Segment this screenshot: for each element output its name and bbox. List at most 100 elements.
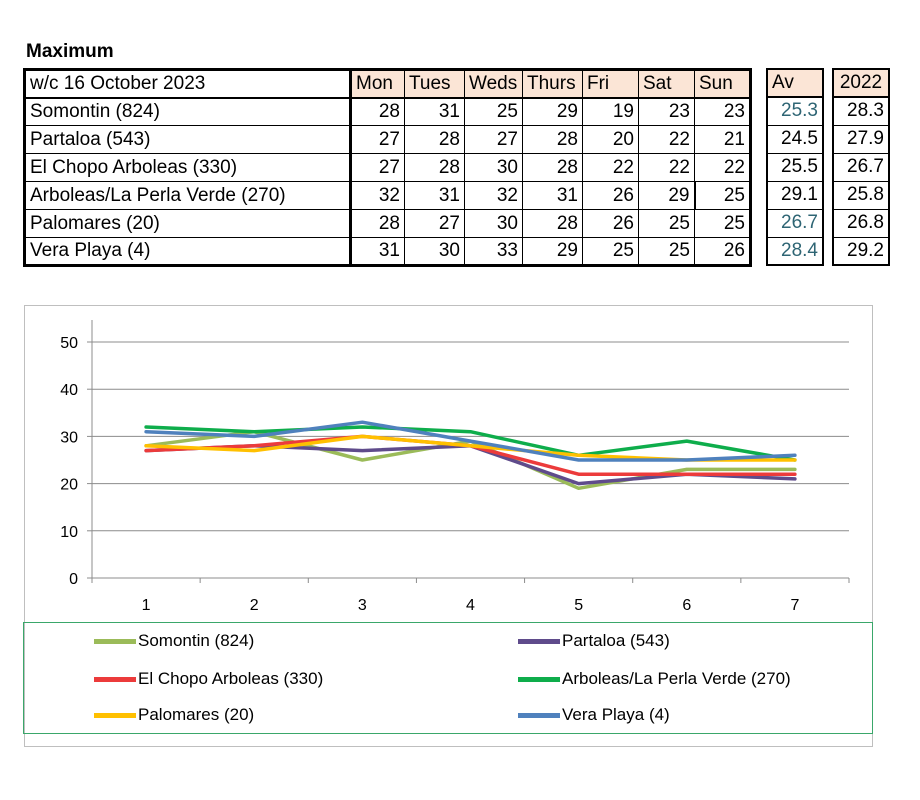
temp-cell: 32 (464, 181, 523, 210)
temp-cell: 27 (404, 209, 465, 238)
table-row: Somontin (824) 28 31 25 29 19 23 23 (24, 97, 751, 126)
average-cell: 28.4 (766, 236, 824, 266)
y-tick-label: 40 (60, 382, 78, 399)
temp-cell: 28 (350, 97, 405, 126)
previous-year-cell: 29.2 (832, 236, 890, 266)
legend-label: Arboleas/La Perla Verde (270) (562, 669, 791, 688)
table-row: Vera Playa (4) 31 30 33 29 25 25 26 (24, 237, 751, 266)
previous-year-cell: 26.8 (832, 208, 890, 238)
chart-plot: 0 10 20 30 40 50 1 2 3 4 5 6 7 (60, 320, 850, 614)
x-tick-label: 3 (358, 597, 367, 614)
average-cell: 25.5 (766, 152, 824, 182)
day-header-tues: Tues (404, 69, 465, 99)
average-cell: 29.1 (766, 180, 824, 210)
y-tick-label: 30 (60, 429, 78, 446)
temp-cell: 22 (638, 125, 695, 154)
temp-cell: 28 (522, 153, 583, 182)
table-row: El Chopo Arboleas (330) 27 28 30 28 22 22 22 (24, 153, 751, 182)
previous-year-cell: 27.9 (832, 124, 890, 154)
temp-cell: 27 (350, 153, 405, 182)
temp-cell: 23 (694, 97, 751, 126)
table-header-row: w/c 16 October 2023 Mon Tues Weds Thurs … (24, 69, 751, 99)
y-tick-label: 0 (69, 571, 78, 588)
temp-cell: 27 (464, 125, 523, 154)
x-tick-label: 7 (790, 597, 799, 614)
x-tick-label: 4 (466, 597, 475, 614)
legend-label: Partaloa (543) (562, 631, 670, 650)
temp-cell: 31 (522, 181, 583, 210)
temp-cell: 28 (404, 125, 465, 154)
temp-cell: 21 (694, 125, 751, 154)
temp-cell: 22 (582, 153, 639, 182)
page-heading: Maximum (26, 41, 114, 62)
temp-cell: 29 (522, 237, 583, 266)
y-tick-label: 50 (60, 335, 78, 352)
temp-cell: 26 (582, 181, 639, 210)
temp-cell: 23 (638, 97, 695, 126)
temp-cell: 28 (404, 153, 465, 182)
temp-cell: 25 (638, 237, 695, 266)
temp-cell: 28 (522, 125, 583, 154)
temp-cell: 25 (693, 181, 751, 210)
temp-cell: 33 (464, 237, 523, 266)
temp-cell: 28 (522, 209, 583, 238)
temp-cell: 31 (404, 181, 465, 210)
table-row: Palomares (20) 28 27 30 28 26 25 25 (24, 209, 751, 238)
day-header-sun: Sun (694, 69, 751, 99)
temp-cell: 28 (350, 209, 405, 238)
legend-swatch (94, 676, 136, 682)
temp-cell: 32 (350, 181, 405, 210)
temp-cell: 26 (582, 209, 639, 238)
day-header-sat: Sat (638, 69, 695, 99)
legend-item: Arboleas/La Perla Verde (270) (518, 669, 791, 689)
legend-swatch (518, 638, 560, 644)
legend-label: Vera Playa (4) (562, 705, 670, 724)
legend-swatch (94, 712, 136, 718)
temp-cell: 29 (522, 97, 583, 126)
previous-year-header: 2022 (832, 68, 890, 98)
temp-cell: 22 (694, 153, 751, 182)
chart-legend: Somontin (824) Partaloa (543) El Chopo Arb… (23, 622, 873, 734)
temp-cell: 20 (582, 125, 639, 154)
previous-year-cell: 26.7 (832, 152, 890, 182)
station-name: Somontin (824) (24, 97, 352, 126)
station-name: El Chopo Arboleas (330) (24, 153, 352, 182)
x-tick-label: 6 (682, 597, 691, 614)
station-name: Arboleas/La Perla Verde (270) (24, 181, 352, 210)
average-cell: 26.7 (766, 208, 824, 238)
x-tick-label: 1 (142, 597, 151, 614)
previous-year-cell: 25.8 (832, 180, 890, 210)
station-name: Palomares (20) (24, 209, 352, 238)
station-name: Vera Playa (4) (24, 237, 352, 266)
previous-year-cell: 28.3 (832, 96, 890, 126)
y-tick-label: 20 (60, 477, 78, 494)
temp-cell: 26 (694, 237, 751, 266)
legend-label: Palomares (20) (138, 705, 255, 724)
temp-cell: 25 (694, 209, 751, 238)
temp-cell: 29 (638, 181, 695, 210)
table-row: Partaloa (543) 27 28 27 28 20 22 21 (24, 125, 751, 154)
legend-item: Vera Playa (4) (518, 705, 670, 725)
legend-label: El Chopo Arboleas (330) (138, 669, 324, 688)
temp-cell: 25 (582, 237, 639, 266)
legend-item: Partaloa (543) (518, 631, 670, 651)
x-tick-label: 2 (250, 597, 259, 614)
temp-cell: 30 (464, 209, 523, 238)
table-row: Arboleas/La Perla Verde (270) 32 31 32 31 26 2… (24, 181, 751, 210)
x-tick-label: 5 (574, 597, 583, 614)
day-header-thurs: Thurs (522, 69, 583, 99)
average-cell: 25.3 (766, 96, 824, 126)
day-header-weds: Weds (464, 69, 523, 99)
temp-cell: 19 (582, 97, 639, 126)
temp-cell: 25 (464, 97, 523, 126)
temp-cell: 30 (464, 153, 523, 182)
temp-cell: 31 (404, 97, 465, 126)
legend-item: El Chopo Arboleas (330) (94, 669, 323, 689)
y-tick-label: 10 (60, 524, 78, 541)
legend-swatch (518, 676, 560, 682)
legend-swatch (518, 712, 560, 718)
previous-year-table: 2022 28.3 27.9 26.7 25.8 26.8 29.2 (832, 68, 890, 266)
day-header-mon: Mon (350, 69, 405, 99)
series-line-6 (144, 420, 797, 462)
temp-cell: 30 (404, 237, 465, 266)
